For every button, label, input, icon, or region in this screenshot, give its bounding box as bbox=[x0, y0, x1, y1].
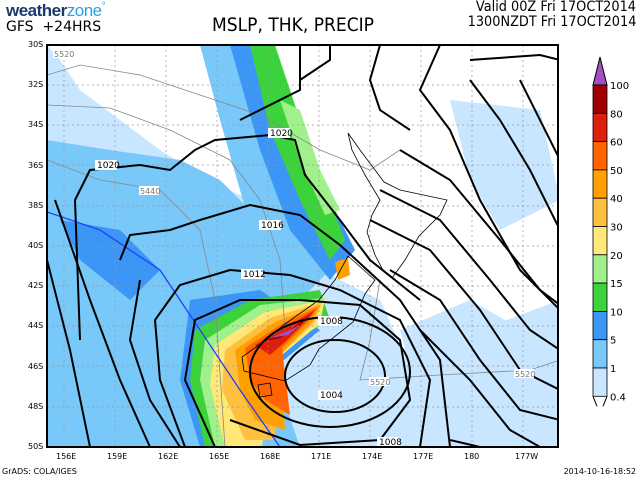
thickness-label: 5520 bbox=[54, 50, 74, 59]
colorbar-level-label: 15 bbox=[610, 279, 623, 290]
longitude-label: 162E bbox=[158, 452, 179, 461]
colorbar-segment bbox=[592, 339, 608, 369]
colorbar-level-label: 1 bbox=[610, 364, 616, 375]
colorbar-segment bbox=[592, 226, 608, 256]
colorbar-level-label: 40 bbox=[610, 194, 623, 205]
thickness-contours bbox=[47, 64, 558, 447]
longitude-label: 168E bbox=[260, 452, 281, 461]
longitude-label: 174E bbox=[362, 452, 383, 461]
isobar-label: 1008 bbox=[379, 438, 402, 448]
latitude-label: 42S bbox=[28, 281, 44, 291]
latitude-label: 46S bbox=[28, 361, 44, 371]
grads-credit: GrADS: COLA/IGES bbox=[2, 467, 77, 476]
colorbar-segment bbox=[592, 84, 608, 114]
isobar-label: 1016 bbox=[261, 221, 284, 231]
colorbar-segment bbox=[592, 282, 608, 312]
freezing-level-line bbox=[47, 211, 281, 447]
longitude-label: 159E bbox=[107, 452, 128, 461]
longitude-label: 180 bbox=[464, 452, 480, 461]
colorbar-overflow-triangle bbox=[592, 56, 608, 86]
isobar-label: 1012 bbox=[243, 270, 266, 280]
logo-text-weather: weather bbox=[6, 1, 67, 20]
latitude-label: 30S bbox=[28, 40, 44, 49]
colorbar-level-label: 20 bbox=[610, 251, 623, 262]
longitude-label: 171E bbox=[311, 452, 332, 461]
colorbar-underflow-triangle bbox=[592, 396, 608, 407]
colorbar-segment bbox=[592, 112, 608, 143]
isobar-label: 1020 bbox=[270, 129, 293, 139]
colorbar-level-label: 0.4 bbox=[610, 392, 626, 403]
contour-labels: 1020 1020 1016 1012 1008 1004 1008 5520 … bbox=[53, 49, 535, 448]
model-run-label: GFS +24HRS bbox=[6, 19, 102, 35]
colorbar-level-label: 10 bbox=[610, 307, 623, 318]
latitude-label: 48S bbox=[28, 401, 44, 411]
colorbar-segment bbox=[592, 169, 608, 199]
isobar-label: 1004 bbox=[320, 391, 343, 401]
latitude-label: 38S bbox=[28, 200, 44, 210]
thickness-label: 5520 bbox=[515, 370, 535, 379]
latitude-label: 40S bbox=[28, 241, 44, 250]
thickness-label: 5440 bbox=[140, 187, 160, 196]
longitude-label: 177E bbox=[413, 452, 434, 461]
colorbar-level-label: 60 bbox=[610, 138, 623, 149]
logo-text-zone: zone bbox=[66, 1, 102, 20]
valid-time-utc: Valid 00Z Fri 17OCT2014 bbox=[475, 0, 636, 15]
colorbar-segment bbox=[592, 254, 608, 284]
logo-mark: ° bbox=[101, 1, 106, 12]
isobar-label: 1008 bbox=[320, 317, 343, 327]
map-frame bbox=[46, 44, 559, 448]
colorbar-level-label: 5 bbox=[610, 336, 616, 347]
latitude-label: 44S bbox=[28, 321, 44, 331]
latitude-label: 32S bbox=[28, 80, 44, 90]
longitude-label: 165E bbox=[209, 452, 230, 461]
latitude-label: 50S bbox=[28, 442, 44, 451]
latitude-label: 34S bbox=[28, 120, 44, 130]
precip-colorbar: 100 80 60 50 40 30 20 15 10 5 1 0.4 bbox=[592, 56, 629, 407]
latitude-label: 36S bbox=[28, 160, 44, 170]
colorbar-segment bbox=[592, 197, 608, 227]
colorbar-level-label: 100 bbox=[610, 81, 629, 92]
valid-time-local: 1300NZDT Fri 17OCT2014 bbox=[467, 14, 636, 30]
colorbar-segment bbox=[592, 141, 608, 171]
colorbar-level-label: 30 bbox=[610, 223, 623, 234]
longitude-label: 177W bbox=[515, 452, 539, 461]
map-plot: 1020 1020 1016 1012 1008 1004 1008 5520 … bbox=[47, 45, 558, 448]
thickness-label: 5520 bbox=[370, 378, 390, 387]
isobar-label: 1020 bbox=[97, 161, 120, 171]
colorbar-level-label: 80 bbox=[610, 109, 623, 120]
longitude-label: 156E bbox=[56, 452, 77, 461]
weatherzone-logo: weatherzone° bbox=[6, 1, 106, 21]
colorbar-segment bbox=[592, 367, 608, 397]
chart-title: MSLP, THK, PRECIP bbox=[212, 14, 374, 36]
colorbar-level-label: 50 bbox=[610, 166, 623, 177]
colorbar-segment bbox=[592, 310, 608, 341]
generated-timestamp: 2014-10-16-18:52 bbox=[563, 467, 636, 476]
